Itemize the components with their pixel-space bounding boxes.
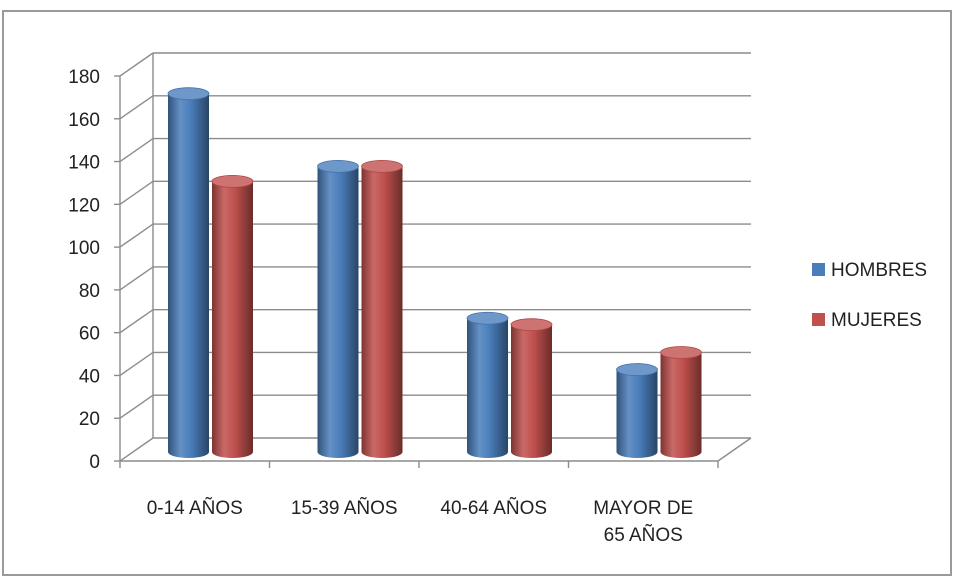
bar bbox=[361, 159, 403, 458]
bar bbox=[167, 87, 210, 459]
x-tick-label: MAYOR DE 65 AÑOS bbox=[593, 498, 693, 546]
y-tick-label: 100 bbox=[68, 238, 100, 259]
y-tick-label: 0 bbox=[89, 452, 100, 473]
legend-swatch bbox=[812, 263, 825, 276]
side-wall-line bbox=[119, 137, 154, 163]
x-tick-label: 40-64 AÑOS bbox=[440, 497, 547, 519]
legend-swatch bbox=[812, 313, 825, 326]
bar bbox=[660, 346, 702, 458]
side-wall-line bbox=[119, 52, 154, 77]
y-tick-label: 180 bbox=[68, 67, 100, 88]
x-tick-label: 0-14 AÑOS bbox=[147, 497, 243, 519]
chart-frame bbox=[2, 10, 952, 576]
y-tick-label: 60 bbox=[79, 324, 100, 345]
side-wall-line bbox=[119, 309, 154, 334]
legend-label: HOMBRES bbox=[831, 260, 927, 281]
bar bbox=[616, 363, 658, 458]
bar bbox=[510, 318, 553, 458]
y-tick-label: 160 bbox=[68, 110, 100, 131]
side-wall-line bbox=[119, 266, 154, 291]
bar bbox=[317, 159, 359, 458]
side-wall-line bbox=[119, 437, 154, 462]
legend-label: MUJERES bbox=[831, 310, 922, 331]
side-wall-line bbox=[119, 394, 154, 419]
y-tick-label: 140 bbox=[68, 153, 100, 174]
y-tick-label: 80 bbox=[79, 281, 100, 302]
y-tick-label: 40 bbox=[79, 366, 100, 387]
side-wall-line bbox=[119, 223, 154, 248]
side-wall-line bbox=[119, 95, 154, 120]
y-tick-label: 120 bbox=[68, 195, 100, 216]
side-wall-line bbox=[119, 351, 154, 377]
bar bbox=[211, 174, 254, 458]
side-wall-line bbox=[119, 180, 154, 205]
x-tick-label: 15-39 AÑOS bbox=[291, 497, 398, 519]
bar bbox=[466, 311, 509, 458]
y-tick-label: 20 bbox=[79, 409, 100, 430]
